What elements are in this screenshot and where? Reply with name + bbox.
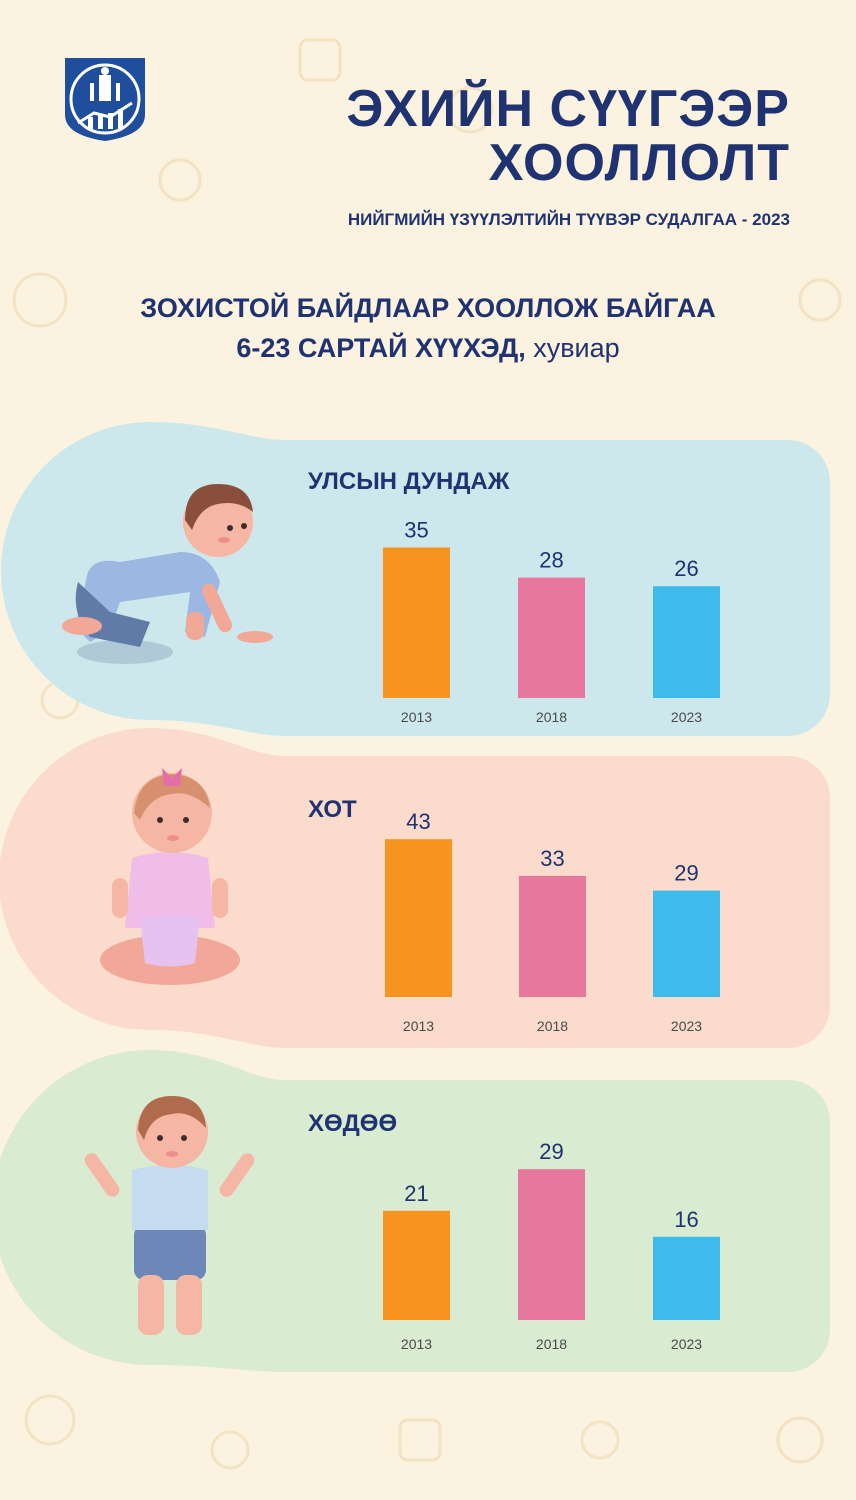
chart-rural-bars: 21 2013 29 2018 16 2023: [383, 1139, 720, 1352]
national-value-label-2013: 35: [404, 518, 428, 543]
rural-value-label-2023: 16: [674, 1207, 698, 1232]
panel-urban-title: ХОТ: [308, 796, 357, 823]
page-subtitle: НИЙГМИЙН ҮЗҮҮЛЭЛТИЙН ТҮҮВЭР СУДАЛГАА - 2…: [347, 210, 790, 229]
page-title: ЭХИЙН СҮҮГЭЭР ХООЛЛОЛТ: [346, 82, 790, 190]
chart-heading-line-1: ЗОХИСТОЙ БАЙДЛААР ХООЛЛОЖ БАЙГАА: [140, 293, 716, 323]
rural-bar-2018: [518, 1169, 585, 1320]
national-value-label-2018: 28: [539, 548, 563, 573]
rural-value-label-2013: 21: [404, 1181, 428, 1206]
urban-value-label-2023: 29: [674, 861, 698, 886]
urban-bar-2013: [385, 839, 452, 997]
rural-tick-label-2023: 2023: [671, 1336, 702, 1352]
title-line-2: ХООЛЛОЛТ: [488, 134, 790, 192]
panel-urban: ХОТ 43 2013 33 2018 29 2023: [0, 728, 856, 1058]
urban-tick-label-2018: 2018: [537, 1018, 568, 1034]
rural-bar-2013: [383, 1210, 450, 1320]
rural-tick-label-2013: 2013: [401, 1336, 432, 1352]
panel-national-title: УЛСЫН ДУНДАЖ: [308, 468, 510, 495]
chart-heading-unit: хувиар: [525, 333, 620, 363]
urban-value-label-2013: 43: [406, 809, 430, 834]
chart-heading-line-2: 6-23 САРТАЙ ХҮҮХЭД, хувиар: [0, 328, 856, 368]
rural-bar-2023: [653, 1236, 720, 1320]
urban-tick-label-2013: 2013: [403, 1018, 434, 1034]
urban-value-label-2018: 33: [540, 846, 564, 871]
national-bar-2023: [653, 586, 720, 698]
national-bar-2018: [518, 577, 585, 698]
sitting-baby-girl-illustration: [100, 768, 240, 985]
chart-national-bars: 35 2013 28 2018 26 2023: [383, 518, 720, 725]
mongolia-statistics-emblem-icon: [65, 58, 145, 141]
panel-rural: ХӨДӨӨ 21 2013 29 2018 16 2023: [0, 1050, 856, 1380]
national-tick-label-2018: 2018: [536, 709, 567, 725]
chart-urban-bars: 43 2013 33 2018 29 2023: [385, 809, 720, 1034]
panel-rural-title: ХӨДӨӨ: [308, 1110, 398, 1137]
title-line-1: ЭХИЙН СҮҮГЭЭР: [346, 80, 790, 138]
national-bar-2013: [383, 547, 450, 698]
national-tick-label-2013: 2013: [401, 709, 432, 725]
standing-baby-boy-illustration: [84, 1096, 255, 1335]
rural-value-label-2018: 29: [539, 1139, 563, 1164]
chart-heading-group: 6-23 САРТАЙ ХҮҮХЭД,: [236, 333, 526, 363]
urban-tick-label-2023: 2023: [671, 1018, 702, 1034]
crawling-baby-illustration: [62, 484, 273, 664]
panel-national: УЛСЫН ДУНДАЖ 35 2013 28 2018 26 2023: [0, 422, 856, 742]
chart-heading: ЗОХИСТОЙ БАЙДЛААР ХООЛЛОЖ БАЙГАА 6-23 СА…: [0, 288, 856, 368]
urban-bar-2018: [519, 875, 586, 997]
national-value-label-2023: 26: [674, 556, 698, 581]
urban-bar-2023: [653, 890, 720, 997]
national-tick-label-2023: 2023: [671, 709, 702, 725]
rural-tick-label-2018: 2018: [536, 1336, 567, 1352]
